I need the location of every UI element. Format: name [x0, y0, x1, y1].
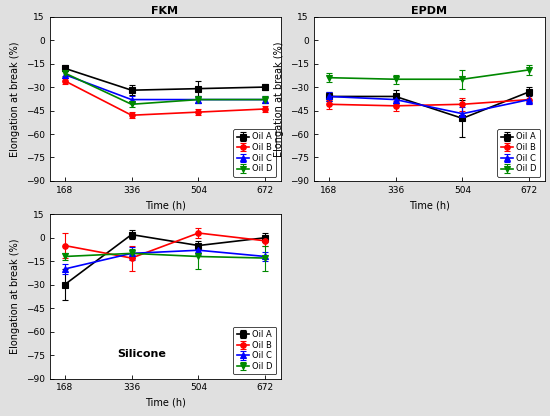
- Text: Silicone: Silicone: [118, 349, 166, 359]
- Legend: Oil A, Oil B, Oil C, Oil D: Oil A, Oil B, Oil C, Oil D: [497, 129, 540, 177]
- Title: FKM: FKM: [151, 6, 179, 16]
- Legend: Oil A, Oil B, Oil C, Oil D: Oil A, Oil B, Oil C, Oil D: [233, 327, 276, 374]
- Title: EPDM: EPDM: [411, 6, 447, 16]
- Y-axis label: Elongation at break (%): Elongation at break (%): [10, 41, 20, 156]
- X-axis label: Time (h): Time (h): [145, 201, 185, 210]
- Legend: Oil A, Oil B, Oil C, Oil D: Oil A, Oil B, Oil C, Oil D: [233, 129, 276, 177]
- Y-axis label: Elongation at break (%): Elongation at break (%): [274, 41, 284, 156]
- Y-axis label: Elongation at break (%): Elongation at break (%): [10, 239, 20, 354]
- X-axis label: Time (h): Time (h): [145, 398, 185, 408]
- X-axis label: Time (h): Time (h): [409, 201, 449, 210]
